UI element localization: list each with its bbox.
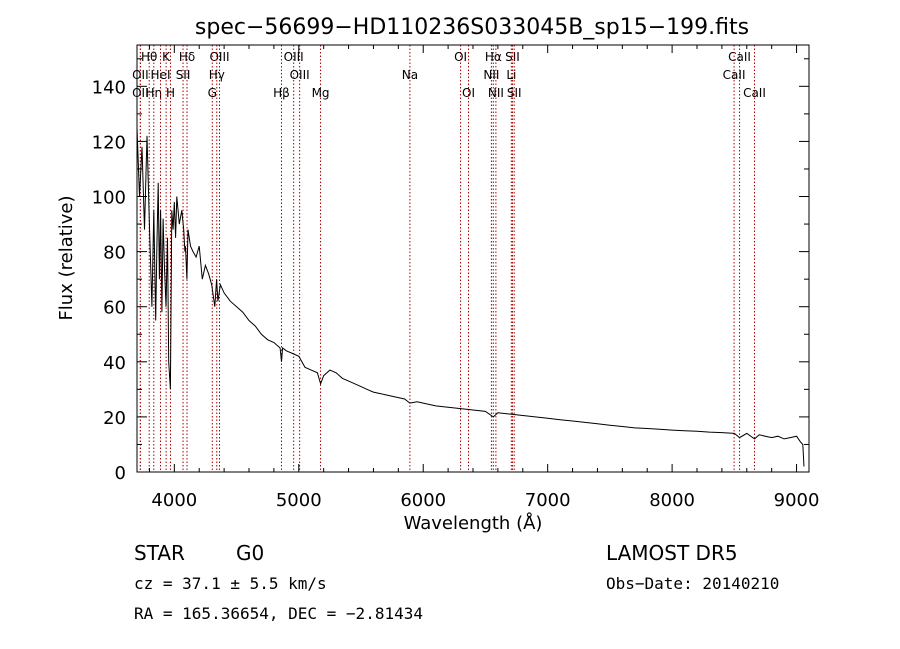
line-label: G xyxy=(208,86,217,100)
line-label: Hδ xyxy=(179,50,195,64)
line-label: Hθ xyxy=(141,50,157,64)
y-tick-label: 40 xyxy=(103,353,126,374)
line-label: SII xyxy=(507,86,522,100)
object-class: STAR xyxy=(134,541,185,565)
line-label: SII xyxy=(505,50,520,64)
spectrum-series-line xyxy=(136,127,805,467)
ra-dec: RA = 165.36654, DEC = −2.81434 xyxy=(134,604,423,623)
x-axis-label: Wavelength (Å) xyxy=(404,512,543,534)
line-label: K xyxy=(162,50,171,64)
y-axis-label: Flux (relative) xyxy=(56,195,77,320)
line-label: OI xyxy=(454,50,467,64)
x-tick-label: 4000 xyxy=(151,490,197,511)
y-tick-label: 80 xyxy=(103,243,126,264)
x-tick-label: 6000 xyxy=(400,490,446,511)
line-label: Hα xyxy=(485,50,502,64)
line-label: CaII xyxy=(743,86,766,100)
line-label: Hγ xyxy=(209,68,225,82)
line-label: Mg xyxy=(312,86,330,100)
observation-date: Obs−Date: 20140210 xyxy=(606,574,779,593)
line-label: NII xyxy=(488,86,504,100)
line-label: OIII xyxy=(284,50,304,64)
x-tick-label: 5000 xyxy=(276,490,322,511)
line-label: CaII xyxy=(728,50,751,64)
y-tick-label: 20 xyxy=(103,408,126,429)
y-tick-label: 120 xyxy=(92,132,126,153)
line-label: OI xyxy=(462,86,475,100)
y-tick-label: 60 xyxy=(103,298,126,319)
line-label: CaII xyxy=(723,68,746,82)
y-tick-label: 0 xyxy=(115,463,126,484)
line-label: HeI xyxy=(151,68,171,82)
y-axis: 0 20 40 60 80 100 120 140 xyxy=(92,58,809,484)
line-label: Na xyxy=(402,68,418,82)
line-label: H xyxy=(166,86,175,100)
line-label: SII xyxy=(176,68,191,82)
x-tick-label: 9000 xyxy=(774,490,820,511)
survey-name: LAMOST DR5 xyxy=(606,541,738,565)
line-label: OII xyxy=(132,86,149,100)
chart-title: spec−56699−HD110236S033045B_sp15−199.fit… xyxy=(195,15,749,40)
line-label: OII xyxy=(132,68,149,82)
object-subclass: G0 xyxy=(236,541,264,565)
x-tick-label: 8000 xyxy=(649,490,695,511)
line-label: Hη xyxy=(145,86,162,100)
line-label: OIII xyxy=(209,50,229,64)
plot-frame xyxy=(136,44,810,473)
line-label: Li xyxy=(506,68,516,82)
line-label: NII xyxy=(483,68,499,82)
y-tick-label: 100 xyxy=(92,188,126,209)
x-tick-label: 7000 xyxy=(525,490,571,511)
line-label: OIII xyxy=(290,68,310,82)
y-tick-label: 140 xyxy=(92,77,126,98)
x-axis: 4000 5000 6000 7000 8000 9000 xyxy=(148,45,820,511)
redshift-cz: cz = 37.1 ± 5.5 km/s xyxy=(134,574,327,593)
line-label: Hβ xyxy=(273,86,290,100)
